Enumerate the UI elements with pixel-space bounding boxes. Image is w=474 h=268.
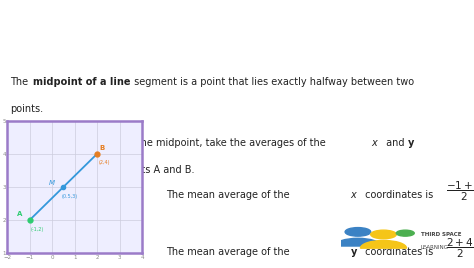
Text: $\bf{y}$: $\bf{y}$ xyxy=(407,137,415,150)
Text: $\bf{y}$: $\bf{y}$ xyxy=(350,247,358,259)
Text: segment is a point that lies exactly halfway between two: segment is a point that lies exactly hal… xyxy=(131,77,414,87)
Text: How to find the midpoint: How to find the midpoint xyxy=(9,21,262,40)
Text: $x$: $x$ xyxy=(350,190,358,200)
Text: M: M xyxy=(49,180,55,186)
Text: coordinates is: coordinates is xyxy=(362,247,433,257)
Text: coordinates of the endpoints A and B.: coordinates of the endpoints A and B. xyxy=(10,165,195,175)
Circle shape xyxy=(345,228,371,236)
Wedge shape xyxy=(335,238,381,246)
Text: coordinates is: coordinates is xyxy=(362,190,433,200)
Text: The mean average of the: The mean average of the xyxy=(166,247,292,257)
Text: To find the coordinates of the midpoint, take the averages of the: To find the coordinates of the midpoint,… xyxy=(10,137,329,148)
Text: The mean average of the: The mean average of the xyxy=(166,190,292,200)
Text: (0.5,3): (0.5,3) xyxy=(61,193,77,199)
Text: $x$: $x$ xyxy=(371,137,379,148)
Text: LEARNING: LEARNING xyxy=(420,245,448,250)
Text: midpoint of a line: midpoint of a line xyxy=(33,77,131,87)
Wedge shape xyxy=(360,240,407,248)
Text: and: and xyxy=(383,137,408,148)
Text: points.: points. xyxy=(10,104,44,114)
Text: $\dfrac{-1+2}{2} = \dfrac{1}{2} = 0.5$: $\dfrac{-1+2}{2} = \dfrac{1}{2} = 0.5$ xyxy=(446,180,474,203)
Circle shape xyxy=(371,230,396,239)
Text: The: The xyxy=(10,77,32,87)
Text: THIRD SPACE: THIRD SPACE xyxy=(420,232,461,237)
Text: A: A xyxy=(17,211,23,217)
Text: (-1,2): (-1,2) xyxy=(31,227,44,232)
Text: (2,4): (2,4) xyxy=(98,160,110,165)
Text: $\dfrac{2+4}{2} = \dfrac{6}{2} = 3$: $\dfrac{2+4}{2} = \dfrac{6}{2} = 3$ xyxy=(446,236,474,260)
Text: B: B xyxy=(100,146,105,151)
Circle shape xyxy=(396,230,414,236)
